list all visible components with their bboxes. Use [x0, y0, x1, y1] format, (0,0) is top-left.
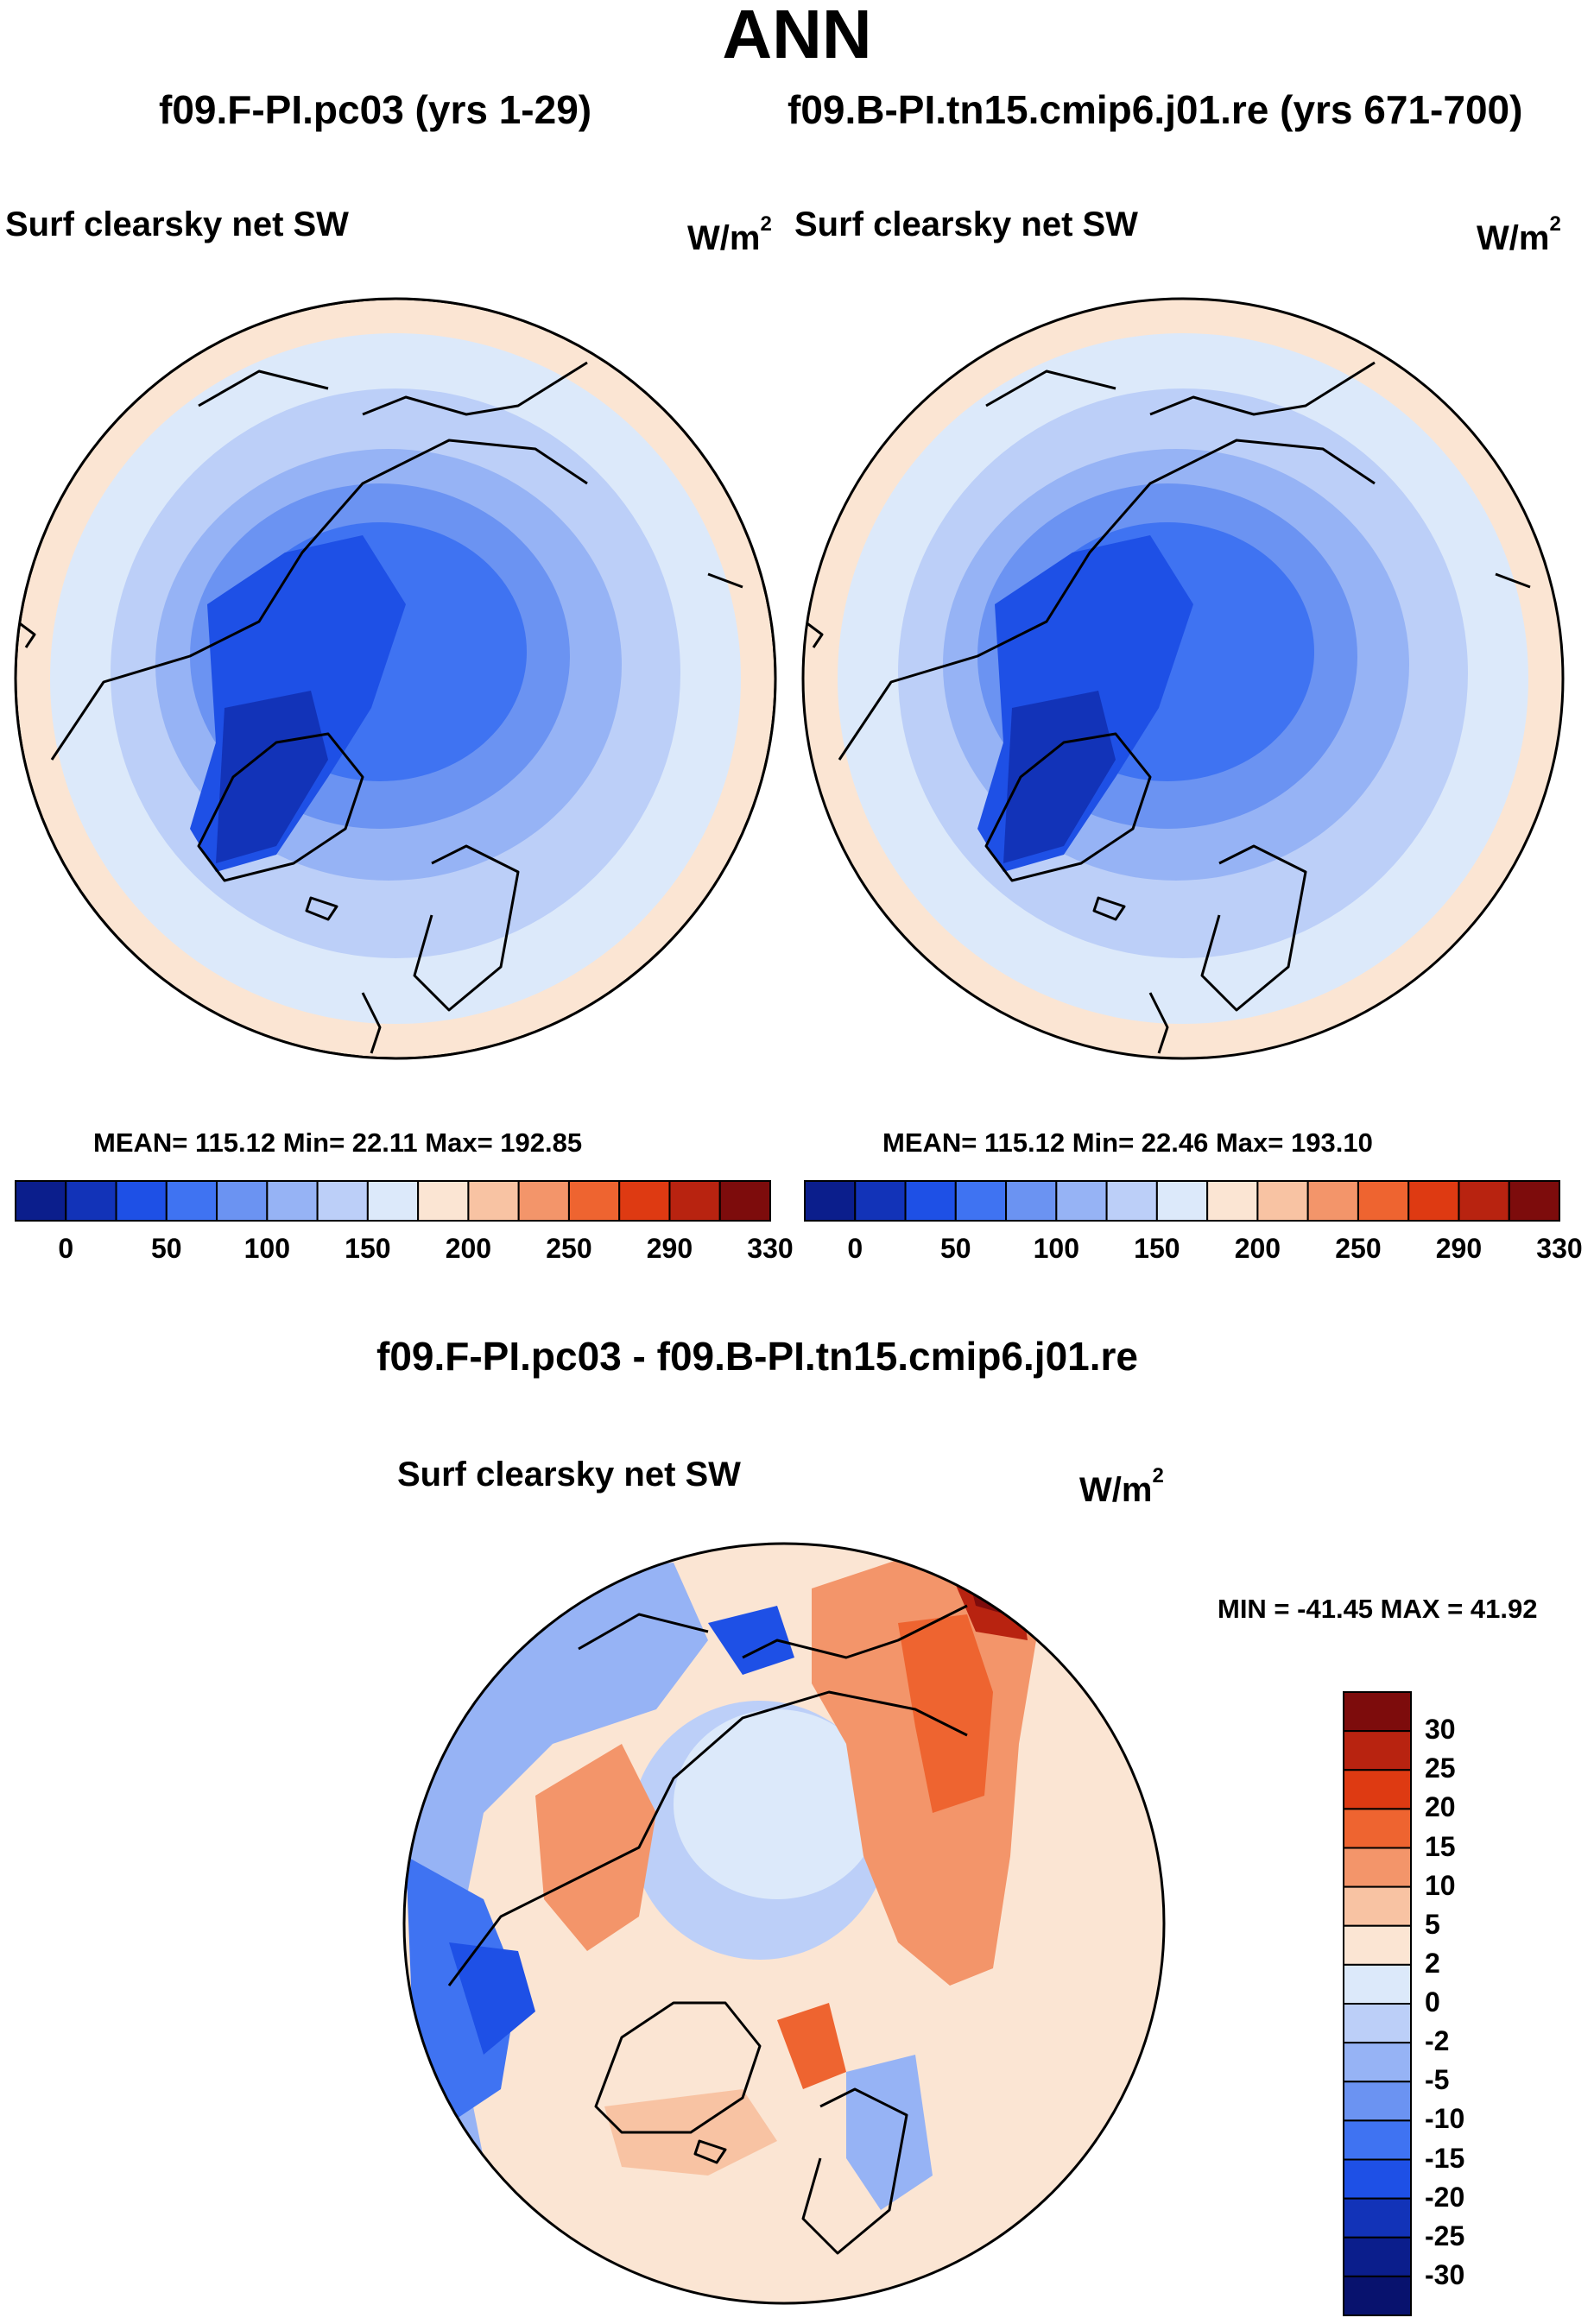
panel3-colorbar-swatch	[1343, 1808, 1412, 1849]
figure-title: ANN	[722, 0, 872, 73]
panel2-units: W/m2	[1477, 212, 1561, 257]
colorbar-tick-label: -25	[1425, 2220, 1465, 2251]
panel1-map	[16, 299, 775, 1058]
colorbar-tick-label: 20	[1425, 1791, 1456, 1823]
colorbar-tick-label: 25	[1425, 1752, 1456, 1784]
panel2-colorbar-swatch	[1407, 1180, 1460, 1222]
panel3-colorbar-swatch	[1343, 2158, 1412, 2200]
colorbar-tick-label: 200	[445, 1233, 492, 1264]
panel1-colorbar-swatch	[417, 1180, 470, 1222]
panel3-colorbar-swatch	[1343, 2081, 1412, 2122]
panel3-colorbar-swatch	[1343, 2275, 1412, 2316]
panel1-colorbar-swatch	[718, 1180, 772, 1222]
panel3-colorbar-swatch	[1343, 1847, 1412, 1888]
panel1-colorbar-swatch	[65, 1180, 117, 1222]
panel2-colorbar-swatch	[804, 1180, 857, 1222]
panel1-case-title: f09.F-PI.pc03 (yrs 1-29)	[159, 87, 592, 132]
colorbar-tick-label: 0	[58, 1233, 74, 1264]
panel3-colorbar-swatch	[1343, 1691, 1412, 1733]
colorbar-tick-label: 250	[1335, 1233, 1382, 1264]
panel2-colorbar-swatch	[1357, 1180, 1410, 1222]
panel3-colorbar-swatch	[1343, 1963, 1412, 2005]
colorbar-tick-label: 2	[1425, 1947, 1440, 1979]
colorbar-tick-label: 200	[1234, 1233, 1281, 1264]
panel3-colorbar-swatch	[1343, 2236, 1412, 2277]
panel1-colorbar-swatch	[467, 1180, 520, 1222]
colorbar-tick-label: -5	[1425, 2064, 1450, 2096]
panel3-colorbar-swatch	[1343, 1924, 1412, 1966]
colorbar-tick-label: 330	[1536, 1233, 1583, 1264]
panel2-colorbar-swatch	[954, 1180, 1008, 1222]
panel2-stats: MEAN= 115.12 Min= 22.46 Max= 193.10	[882, 1127, 1373, 1158]
colorbar-tick-label: -2	[1425, 2025, 1450, 2057]
panel2-colorbar-swatch	[1256, 1180, 1309, 1222]
colorbar-tick-label: 290	[646, 1233, 693, 1264]
colorbar-tick-label: 150	[345, 1233, 391, 1264]
panel1-colorbar-swatch	[266, 1180, 319, 1222]
panel2-colorbar-swatch	[1005, 1180, 1058, 1222]
panel1-units: W/m2	[687, 212, 772, 257]
panel3-colorbar	[1343, 1691, 1412, 2316]
colorbar-tick-label: 0	[847, 1233, 863, 1264]
panel2-colorbar-swatch	[1105, 1180, 1158, 1222]
panel1-colorbar-swatch	[567, 1180, 621, 1222]
panel2-case-title: f09.B-PI.tn15.cmip6.j01.re (yrs 671-700)	[788, 87, 1523, 132]
panel2-colorbar-swatch	[1458, 1180, 1510, 1222]
panel2-colorbar-swatch	[904, 1180, 957, 1222]
panel3-colorbar-swatch	[1343, 2119, 1412, 2161]
panel2-map	[803, 299, 1563, 1058]
colorbar-tick-label: 15	[1425, 1830, 1456, 1862]
panel3-colorbar-swatch	[1343, 1769, 1412, 1810]
panel2-colorbar-swatch	[1055, 1180, 1108, 1222]
panel1-colorbar-swatch	[316, 1180, 369, 1222]
panel3-colorbar-swatch	[1343, 2197, 1412, 2239]
colorbar-tick-label: 150	[1134, 1233, 1180, 1264]
panel1-variable: Surf clearsky net SW	[5, 205, 349, 243]
panel3-colorbar-swatch	[1343, 1730, 1412, 1771]
panel2-variable: Surf clearsky net SW	[794, 205, 1138, 243]
colorbar-tick-label: -10	[1425, 2103, 1465, 2135]
colorbar-tick-label: 100	[244, 1233, 291, 1264]
panel2-colorbar-swatch	[854, 1180, 907, 1222]
panel2-colorbar	[804, 1180, 1560, 1222]
colorbar-tick-label: -15	[1425, 2142, 1465, 2174]
panel1-colorbar-swatch	[216, 1180, 269, 1222]
colorbar-tick-label: 250	[546, 1233, 592, 1264]
panel3-colorbar-swatch	[1343, 2003, 1412, 2044]
colorbar-tick-label: -20	[1425, 2181, 1465, 2213]
colorbar-tick-label: 5	[1425, 1908, 1440, 1940]
panel1-colorbar-swatch	[517, 1180, 570, 1222]
panel3-units: W/m2	[1079, 1464, 1164, 1509]
panel3-map	[404, 1544, 1164, 2303]
panel1-colorbar-swatch	[366, 1180, 420, 1222]
panel2-colorbar-swatch	[1306, 1180, 1359, 1222]
diff-title: f09.F-PI.pc03 - f09.B-PI.tn15.cmip6.j01.…	[376, 1334, 1138, 1379]
panel3-variable: Surf clearsky net SW	[397, 1456, 741, 1494]
panel1-colorbar-swatch	[115, 1180, 168, 1222]
colorbar-tick-label: 50	[940, 1233, 971, 1264]
colorbar-tick-label: 330	[747, 1233, 794, 1264]
colorbar-tick-label: 10	[1425, 1869, 1456, 1901]
colorbar-tick-label: 290	[1435, 1233, 1483, 1264]
panel3-colorbar-swatch	[1343, 1885, 1412, 1927]
panel2-colorbar-swatch	[1206, 1180, 1259, 1222]
panel1-stats: MEAN= 115.12 Min= 22.11 Max= 192.85	[93, 1127, 583, 1158]
panel1-colorbar-swatch	[165, 1180, 218, 1222]
panel3-colorbar-swatch	[1343, 2042, 1412, 2083]
panel2-colorbar-swatch	[1508, 1180, 1560, 1222]
panel1-colorbar	[15, 1180, 772, 1222]
colorbar-tick-label: 50	[151, 1233, 182, 1264]
panel1-colorbar-swatch	[618, 1180, 671, 1222]
colorbar-tick-label: 30	[1425, 1714, 1456, 1746]
panel2-colorbar-swatch	[1155, 1180, 1209, 1222]
colorbar-tick-label: 100	[1033, 1233, 1080, 1264]
colorbar-tick-label: 0	[1425, 1986, 1440, 2018]
colorbar-tick-label: -30	[1425, 2258, 1465, 2290]
panel1-colorbar-swatch	[15, 1180, 67, 1222]
panel1-colorbar-swatch	[668, 1180, 721, 1222]
panel3-stats: MIN = -41.45 MAX = 41.92	[1218, 1594, 1538, 1624]
